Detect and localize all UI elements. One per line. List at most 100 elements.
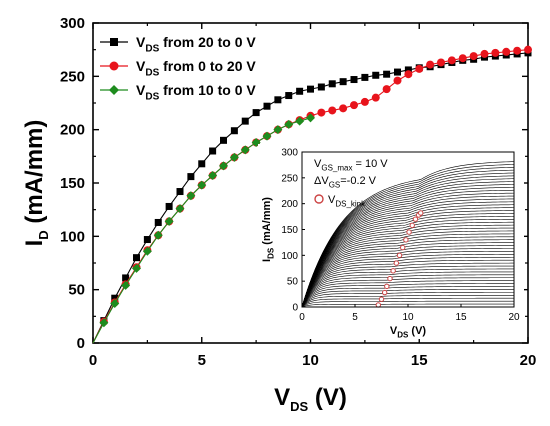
inset-curve <box>301 254 515 308</box>
data-point <box>350 101 358 110</box>
inset-curve <box>301 175 515 308</box>
inset-curve <box>301 204 515 308</box>
series-2 <box>92 113 315 344</box>
data-point <box>350 76 358 84</box>
data-point <box>426 60 435 69</box>
inset-curve <box>301 242 515 308</box>
data-point <box>404 70 413 79</box>
inset-y-tick-label: 300 <box>281 148 298 159</box>
data-point <box>240 145 250 155</box>
data-point <box>186 191 196 201</box>
data-point <box>121 280 131 290</box>
data-point <box>383 70 391 78</box>
inset-curve <box>301 271 515 308</box>
data-point <box>447 56 456 65</box>
data-point <box>524 45 532 54</box>
data-point <box>175 204 185 214</box>
data-point <box>371 93 380 102</box>
data-point <box>307 85 314 93</box>
inset-curve <box>301 181 515 308</box>
kink-point <box>390 268 396 274</box>
inset-kink-points <box>375 210 424 308</box>
data-point <box>187 173 195 181</box>
data-point <box>317 108 326 117</box>
data-point <box>513 46 522 55</box>
inset-curve <box>301 262 514 308</box>
data-point <box>263 102 271 110</box>
inset-curve <box>301 201 515 308</box>
inset-annotation: ΔVGS=-0.2 V <box>314 175 377 190</box>
inset-x-tick-label: 5 <box>352 312 358 323</box>
kink-point <box>396 252 403 259</box>
legend-label: VDS from 10 to 0 V <box>136 82 256 103</box>
data-point <box>122 274 130 282</box>
inset-curve <box>301 213 515 308</box>
data-point <box>111 294 119 302</box>
data-point <box>229 152 239 162</box>
kink-point <box>406 229 412 235</box>
inset-curve <box>301 268 514 308</box>
inset-curve <box>301 265 515 308</box>
data-point <box>219 161 228 171</box>
y-tick-label: 50 <box>68 282 85 299</box>
inset-curve <box>301 283 514 308</box>
kink-point <box>412 216 419 222</box>
inset-y-tick-label: 50 <box>287 277 299 288</box>
data-point <box>415 64 424 73</box>
inset-curve <box>301 292 514 308</box>
data-point <box>361 73 369 81</box>
inset-y-tick-label: 100 <box>281 251 298 262</box>
x-tick-label: 20 <box>520 352 537 369</box>
y-axis-title: ID (mA/mm) <box>21 120 51 247</box>
data-point <box>328 80 336 88</box>
data-point <box>262 131 272 141</box>
inset-curve <box>301 192 515 308</box>
inset-y-axis-title: IDS (mA/mm) <box>261 197 276 262</box>
data-point <box>165 202 173 210</box>
data-point <box>143 236 151 244</box>
kink-point <box>387 275 393 282</box>
inset-curve <box>301 280 514 308</box>
inset-curve <box>301 274 514 308</box>
inset-curve <box>301 230 515 308</box>
inset-curve <box>301 300 514 308</box>
inset-curve <box>301 277 514 308</box>
data-point <box>404 66 412 74</box>
y-tick-label: 0 <box>77 335 85 352</box>
kink-point <box>378 296 385 302</box>
legend-label: VDS from 0 to 20 V <box>136 58 256 79</box>
kink-point <box>375 302 382 308</box>
data-point <box>458 54 467 63</box>
data-point <box>133 254 140 262</box>
inset-curve <box>301 198 515 308</box>
inset-curve <box>301 216 515 308</box>
inset-curve-family <box>301 161 515 308</box>
y-tick-label: 250 <box>60 68 85 85</box>
inset-x-axis-title: VDS (V) <box>390 325 427 340</box>
kink-point <box>409 222 415 229</box>
data-point <box>469 52 478 61</box>
inset-curve <box>301 259 515 308</box>
inset-x-tick-label: 20 <box>508 312 520 323</box>
legend-marker <box>110 38 118 46</box>
inset-curve <box>301 169 515 308</box>
inset-x-tick-label: 15 <box>455 312 467 323</box>
legend-label: VDS from 20 to 0 V <box>136 34 256 55</box>
inset-y-tick-label: 0 <box>292 303 298 314</box>
data-point <box>480 49 489 58</box>
inset-x-tick-label: 0 <box>299 312 305 323</box>
data-point <box>154 218 162 226</box>
data-point <box>110 299 120 309</box>
kink-point <box>400 244 406 251</box>
inset-curve <box>301 256 514 308</box>
data-point <box>502 47 511 56</box>
inset-curve <box>301 297 514 308</box>
data-point <box>296 87 304 95</box>
inset-legend-label: VDS_kink <box>328 194 366 209</box>
inset-curve <box>301 286 514 308</box>
legend-marker <box>109 85 119 95</box>
data-point <box>339 78 347 86</box>
inset-curve <box>301 164 515 308</box>
data-point <box>372 71 380 79</box>
